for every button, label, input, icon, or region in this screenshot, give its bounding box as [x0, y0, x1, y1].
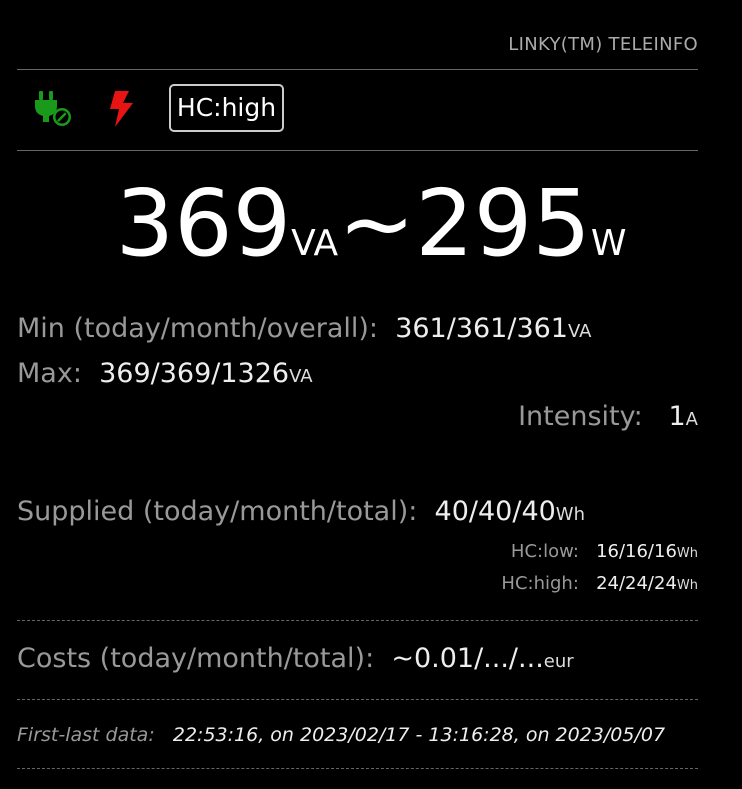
- costs-row: Costs (today/month/total): ~0.01/.../...…: [17, 643, 574, 674]
- apparent-power-unit: VA: [291, 223, 339, 264]
- hc-high-label: HC:high:: [501, 573, 579, 594]
- min-label: Min (today/month/overall):: [17, 313, 379, 344]
- data-range-row: First-last data: 22:53:16, on 2023/02/17…: [17, 724, 665, 746]
- module-title: LINKY(TM) TELEINFO: [508, 34, 698, 55]
- data-range-label: First-last data:: [17, 724, 155, 746]
- hc-high-value: 24/24/24: [596, 573, 677, 594]
- active-power-unit: W: [590, 223, 627, 264]
- footer-divider: [17, 768, 698, 769]
- tariff-period-tag: HC:high: [169, 84, 284, 132]
- supplied-value: 40/40/40: [434, 496, 556, 527]
- supplied-row: Supplied (today/month/total): 40/40/40Wh: [17, 496, 585, 527]
- power-separator: ~: [338, 170, 416, 277]
- intensity-label: Intensity:: [518, 401, 643, 432]
- data-range-value: 22:53:16, on 2023/02/17 - 13:16:28, on 2…: [172, 724, 666, 746]
- supplied-divider: [17, 620, 698, 621]
- intensity-value: 1: [668, 401, 686, 432]
- status-divider: [17, 150, 698, 151]
- costs-label: Costs (today/month/total):: [17, 643, 375, 674]
- active-power-value: 295: [415, 170, 591, 277]
- min-row: Min (today/month/overall): 361/361/361VA: [17, 313, 591, 344]
- hc-high-unit: Wh: [676, 578, 698, 593]
- costs-unit: eur: [543, 651, 574, 672]
- header-divider: [17, 69, 698, 70]
- hc-low-label: HC:low:: [510, 541, 579, 562]
- lightning-icon: [107, 90, 135, 132]
- hc-high-row: HC:high: 24/24/24Wh: [501, 573, 698, 594]
- max-label: Max:: [17, 358, 82, 389]
- intensity-unit: A: [685, 409, 698, 430]
- costs-divider: [17, 699, 698, 700]
- min-unit: VA: [568, 321, 592, 342]
- hc-low-value: 16/16/16: [596, 541, 677, 562]
- power-readout: 369VA~295W: [0, 178, 742, 270]
- costs-value: ~0.01/.../...: [391, 643, 544, 674]
- max-unit: VA: [289, 366, 313, 387]
- supplied-label: Supplied (today/month/total):: [17, 496, 418, 527]
- max-row: Max: 369/369/1326VA: [17, 358, 313, 389]
- plug-ok-icon: [33, 90, 73, 132]
- apparent-power-value: 369: [115, 170, 292, 277]
- hc-low-row: HC:low: 16/16/16Wh: [511, 541, 698, 562]
- max-value: 369/369/1326: [99, 358, 290, 389]
- min-value: 361/361/361: [395, 313, 568, 344]
- supplied-unit: Wh: [555, 504, 586, 525]
- hc-low-unit: Wh: [676, 546, 698, 561]
- intensity-row: Intensity: 1A: [518, 401, 698, 432]
